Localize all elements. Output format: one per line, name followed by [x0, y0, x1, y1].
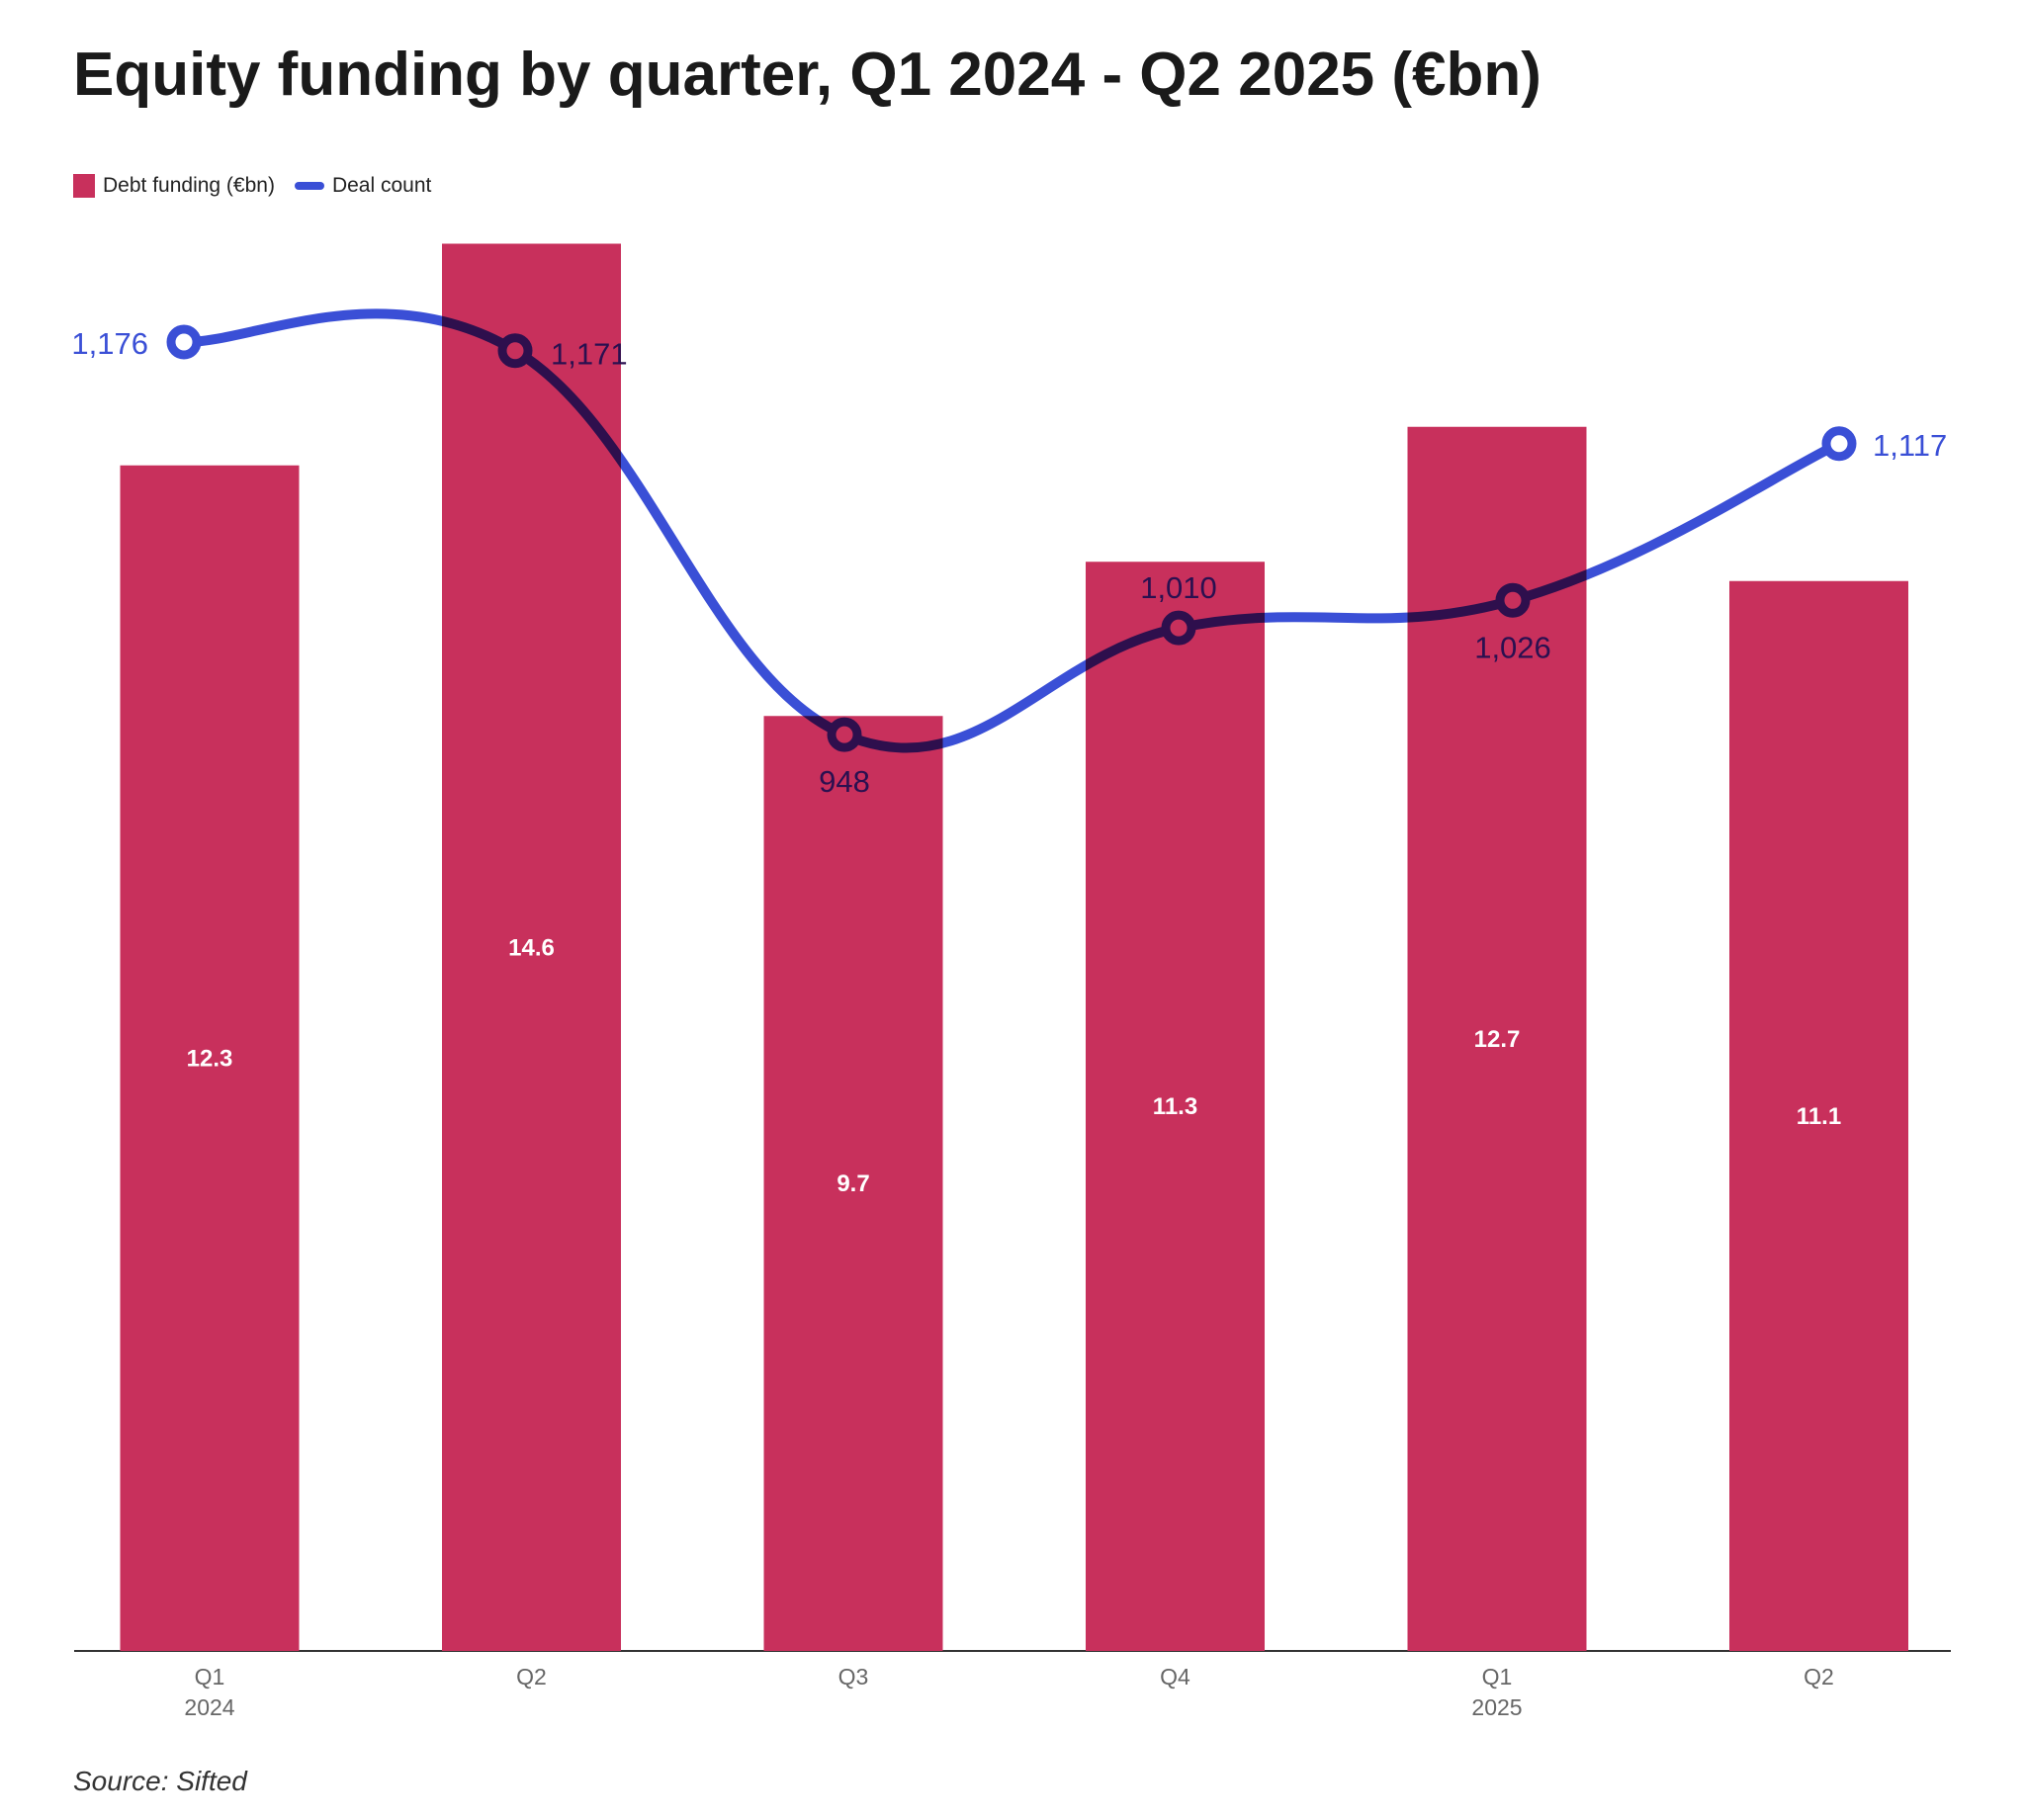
x-tick-label: Q1 — [1482, 1664, 1513, 1690]
x-tick-label: Q4 — [1160, 1664, 1190, 1690]
legend-label-line: Deal count — [331, 174, 432, 197]
line-point — [166, 324, 202, 360]
line-data-label: 1,171 — [551, 337, 628, 372]
x-tick-label-year: 2025 — [1471, 1694, 1522, 1720]
x-tick-label: Q2 — [1804, 1664, 1834, 1690]
bar-data-label: 11.1 — [1797, 1103, 1841, 1130]
chart-title: Equity funding by quarter, Q1 2024 - Q2 … — [73, 41, 1541, 109]
line-point — [1821, 426, 1857, 462]
line-point — [1495, 582, 1531, 618]
bar — [1729, 580, 1908, 1651]
legend-swatch-line — [294, 182, 324, 190]
x-tick-label: Q1 — [195, 1664, 225, 1690]
bar-data-label: 9.7 — [836, 1170, 869, 1197]
x-tick-label-year: 2024 — [184, 1694, 234, 1720]
bar — [120, 465, 300, 1651]
line-point — [827, 717, 862, 752]
line-data-label: 1,117 — [1873, 428, 1947, 463]
bar-data-label: 12.7 — [1474, 1026, 1521, 1053]
legend: Debt funding (€bn) Deal count — [73, 174, 431, 198]
legend-label-bar: Debt funding (€bn) — [103, 174, 275, 197]
bar — [1407, 426, 1587, 1651]
bar-data-label: 14.6 — [508, 934, 555, 961]
line-data-label: 1,010 — [1140, 570, 1217, 605]
line-data-label: 1,176 — [71, 326, 148, 361]
bar-data-label: 12.3 — [187, 1045, 233, 1072]
legend-swatch-bar — [73, 174, 95, 198]
bar — [442, 243, 621, 1651]
line-data-label: 1,026 — [1474, 630, 1551, 664]
line-point — [1161, 610, 1196, 646]
bar — [1086, 562, 1265, 1651]
deal-count-line — [183, 308, 1842, 753]
line-data-label: 948 — [819, 764, 870, 799]
bar-data-label: 11.3 — [1153, 1093, 1197, 1120]
source-note: Source: Sifted — [73, 1766, 247, 1796]
line-point — [497, 333, 533, 369]
x-tick-label: Q3 — [838, 1664, 869, 1690]
x-tick-label: Q2 — [516, 1664, 547, 1690]
bar — [763, 716, 943, 1651]
line-series — [166, 308, 1857, 753]
